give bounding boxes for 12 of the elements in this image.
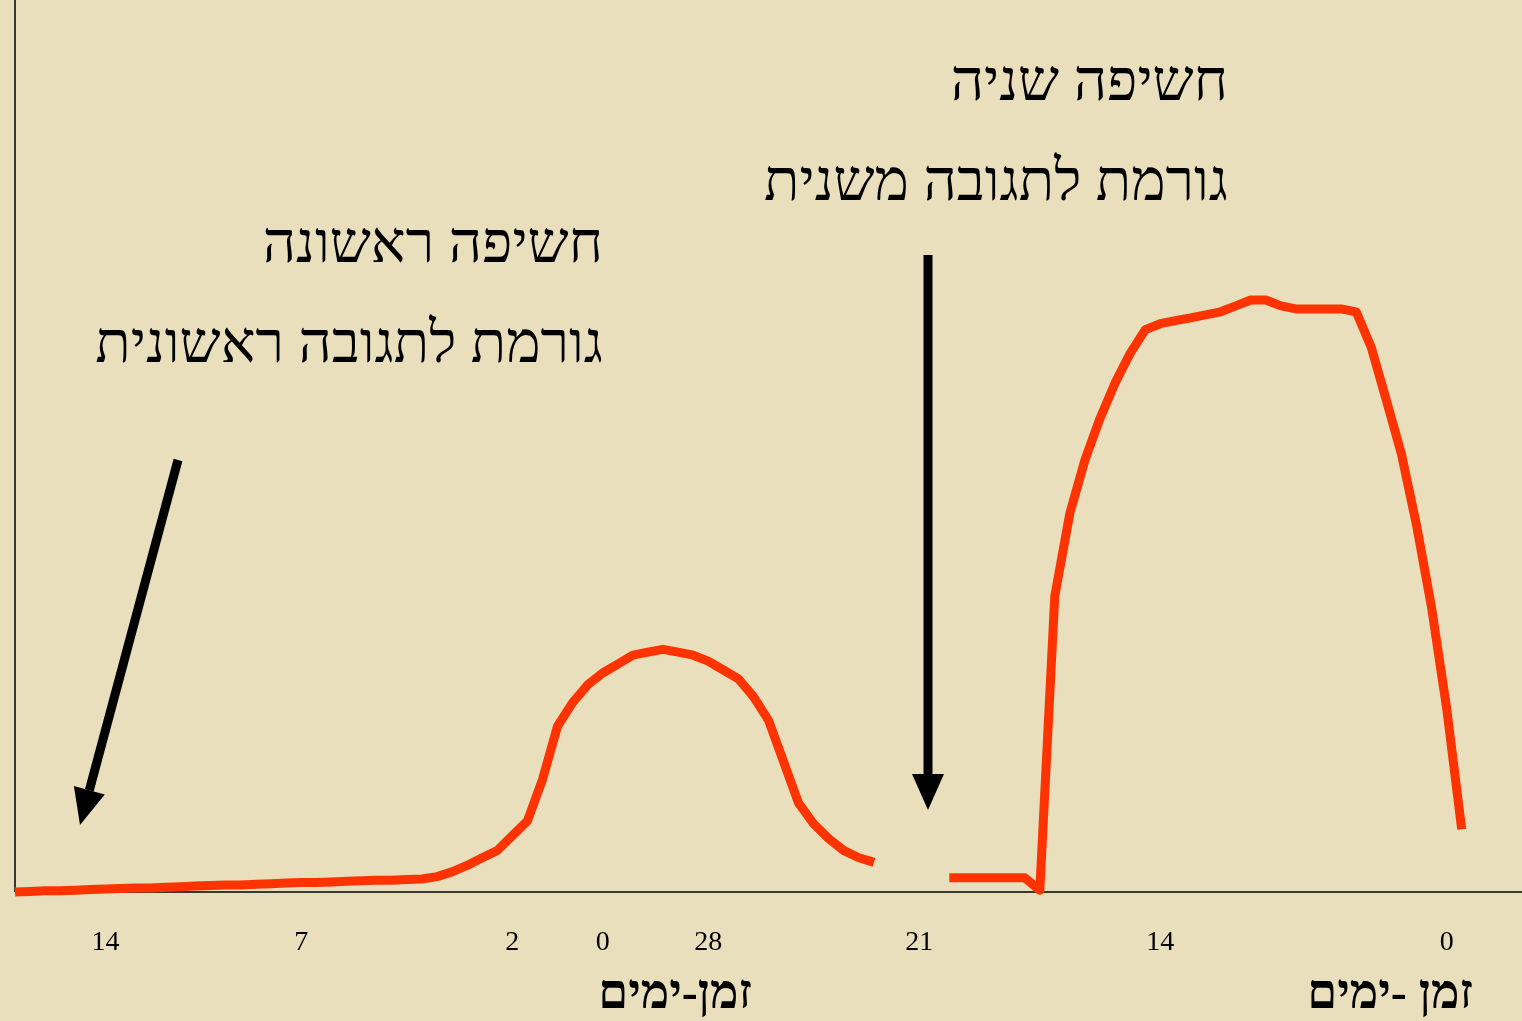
x-tick-label: 0 — [595, 925, 610, 956]
x-tick-label: 0 — [1439, 925, 1454, 956]
x-tick-label: 28 — [694, 925, 723, 956]
x-axis-title: זמן-ימים — [598, 965, 752, 1018]
annotation: חשיפה ראשונה גורמת לתגובה ראשונית — [95, 210, 603, 375]
x-tick-label: 21 — [905, 925, 934, 956]
x-tick-label: 2 — [505, 925, 520, 956]
text: זמן -ימים — [1307, 965, 1473, 1018]
x-tick-label: 7 — [294, 925, 309, 956]
x-tick-label: 14 — [1146, 925, 1175, 956]
x-tick-label: 14 — [91, 925, 120, 956]
text: חשיפה שניה גורמת לתגובה משנית — [764, 48, 1228, 213]
